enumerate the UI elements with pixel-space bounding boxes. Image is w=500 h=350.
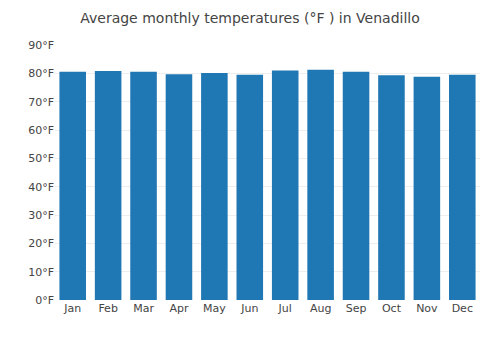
svg-text:60°F: 60°F bbox=[28, 124, 54, 137]
svg-text:0°F: 0°F bbox=[35, 294, 54, 307]
svg-text:Mar: Mar bbox=[133, 302, 154, 315]
svg-text:Aug: Aug bbox=[310, 302, 331, 315]
svg-text:Nov: Nov bbox=[416, 302, 438, 315]
svg-text:10°F: 10°F bbox=[28, 266, 54, 279]
svg-text:Oct: Oct bbox=[382, 302, 402, 315]
svg-text:Jun: Jun bbox=[240, 302, 258, 315]
svg-text:Sep: Sep bbox=[346, 302, 367, 315]
svg-text:May: May bbox=[203, 302, 226, 315]
svg-text:50°F: 50°F bbox=[28, 152, 54, 165]
svg-text:40°F: 40°F bbox=[28, 181, 54, 194]
svg-text:30°F: 30°F bbox=[28, 209, 54, 222]
svg-text:Jan: Jan bbox=[63, 302, 81, 315]
svg-text:80°F: 80°F bbox=[28, 67, 54, 80]
svg-text:Average monthly temperatures (: Average monthly temperatures (°F ) in Ve… bbox=[80, 10, 420, 26]
svg-text:90°F: 90°F bbox=[28, 39, 54, 52]
svg-text:70°F: 70°F bbox=[28, 96, 54, 109]
svg-text:20°F: 20°F bbox=[28, 237, 54, 250]
svg-text:Jul: Jul bbox=[278, 302, 292, 315]
svg-text:Feb: Feb bbox=[98, 302, 117, 315]
svg-text:Apr: Apr bbox=[169, 302, 189, 315]
svg-text:Dec: Dec bbox=[452, 302, 473, 315]
